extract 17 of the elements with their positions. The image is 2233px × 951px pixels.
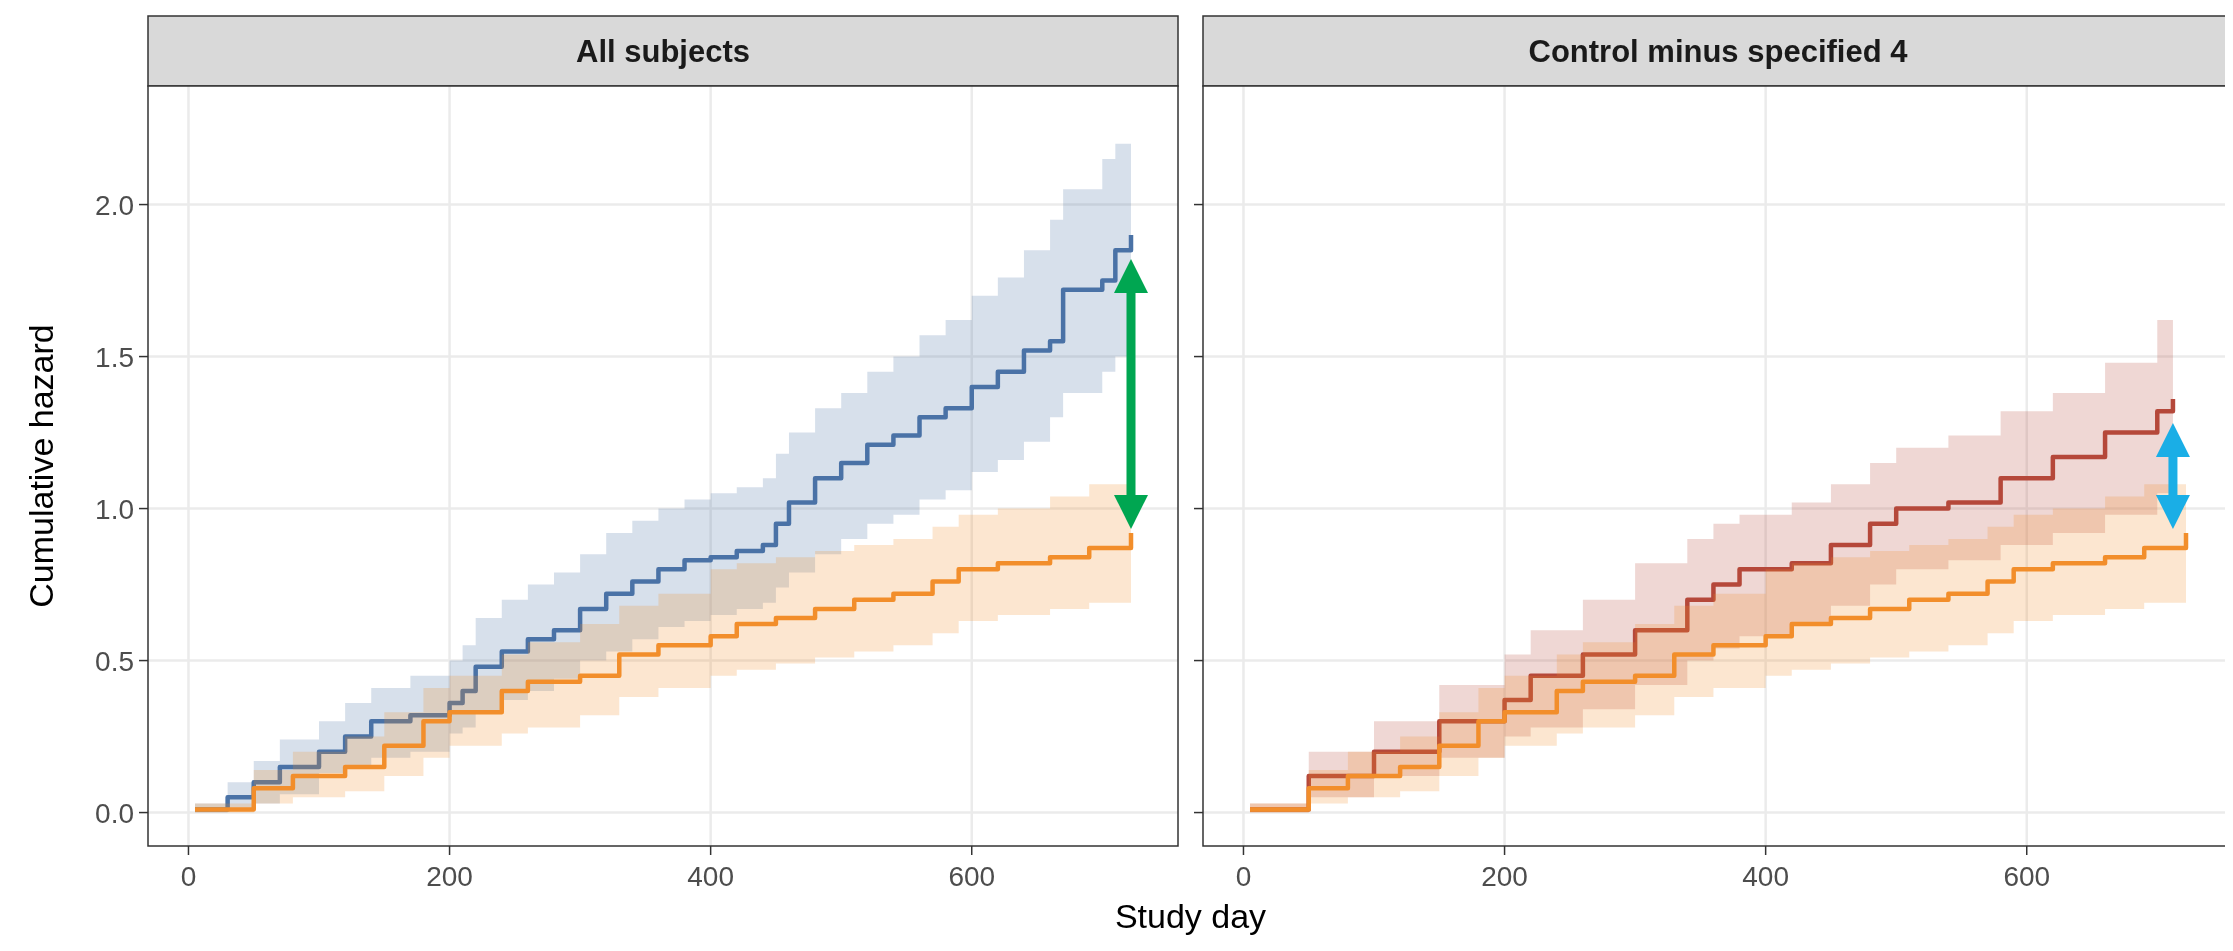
y-tick-label: 0.0 <box>95 797 134 829</box>
x-tick-label: 600 <box>2003 861 2051 892</box>
y-tick-label: 1.5 <box>95 341 134 373</box>
x-tick-label: 200 <box>1481 861 1528 892</box>
x-tick-label: 200 <box>426 861 473 892</box>
chart-title: All subjects <box>576 34 750 69</box>
x-tick-label: 400 <box>687 861 735 892</box>
chart-title: Control minus specified 4 <box>1528 34 1909 69</box>
x-tick-label: 600 <box>948 861 996 892</box>
y-axis-title: Cumulative hazard <box>22 324 60 608</box>
x-tick-label: 0 <box>1235 861 1252 892</box>
x-tick-label: 400 <box>1742 861 1790 892</box>
y-tick-label: 0.5 <box>95 645 134 677</box>
x-tick-label: 0 <box>180 861 197 892</box>
y-tick-label: 1.0 <box>95 493 134 525</box>
x-axis-title: Study day <box>1114 897 1267 935</box>
y-tick-label: 2.0 <box>95 189 134 221</box>
